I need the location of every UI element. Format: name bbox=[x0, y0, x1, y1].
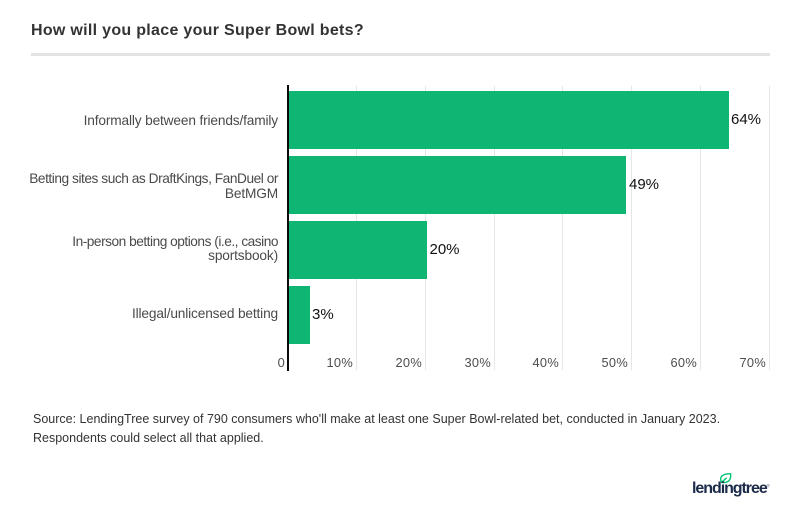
svg-text:®: ® bbox=[767, 483, 771, 489]
svg-text:lendingtree: lendingtree bbox=[692, 480, 768, 497]
